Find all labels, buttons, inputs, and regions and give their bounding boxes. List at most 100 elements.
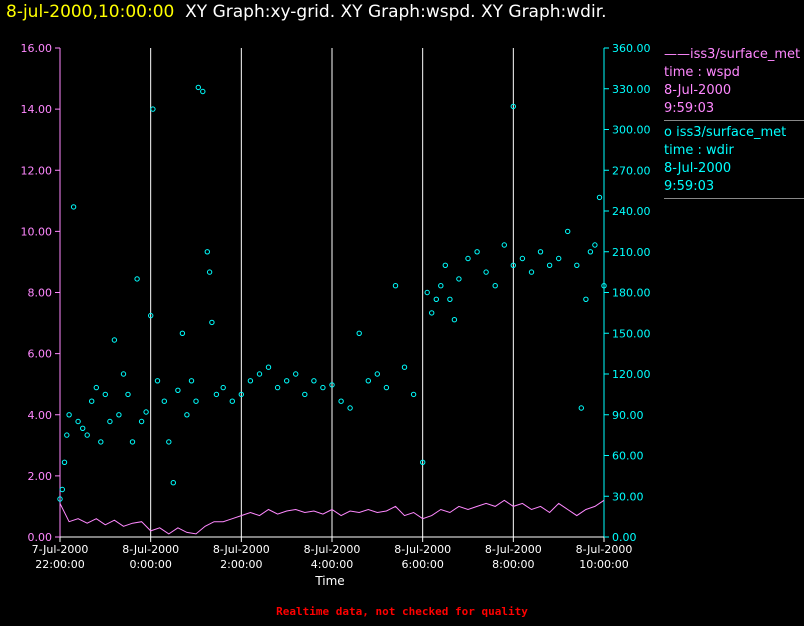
chart-title: 8-jul-2000,10:00:00 XY Graph:xy-grid. XY…: [6, 2, 607, 22]
y-left-tick-label: 6.00: [28, 348, 53, 361]
data-point-wdir: [465, 255, 471, 262]
legend-date: 8-Jul-2000: [664, 83, 732, 98]
data-point-wdir: [166, 439, 172, 445]
data-point-wdir: [565, 228, 571, 235]
x-tick-label-time: 6:00:00: [401, 558, 443, 571]
data-point-wdir: [175, 387, 181, 393]
y-left-tick-label: 8.00: [28, 287, 53, 300]
x-tick-label-date: 8-Jul-2000: [122, 543, 179, 556]
data-point-wdir: [89, 398, 95, 404]
x-axis-label: Time: [314, 574, 344, 588]
data-point-wdir: [129, 439, 136, 445]
data-point-wdir: [134, 276, 140, 282]
data-point-wdir: [374, 371, 380, 377]
data-point-wdir: [583, 296, 589, 302]
data-point-wdir: [338, 398, 344, 404]
data-point-wdir: [438, 283, 444, 289]
data-point-wdir: [410, 391, 417, 398]
data-point-wdir: [64, 432, 70, 438]
data-point-wdir: [587, 249, 594, 255]
data-point-wdir: [556, 255, 562, 262]
data-point-wdir: [284, 378, 290, 384]
data-point-wdir: [474, 249, 480, 255]
data-point-wdir: [293, 371, 299, 377]
y-right-tick-label: 360.00: [612, 42, 651, 55]
data-point-wdir: [150, 106, 156, 112]
data-point-wdir: [57, 496, 63, 502]
data-point-wdir: [143, 409, 149, 415]
data-point-wdir: [501, 242, 507, 248]
data-point-wdir: [247, 378, 254, 384]
data-point-wdir: [356, 330, 362, 336]
x-tick-label-date: 8-Jul-2000: [485, 543, 542, 556]
data-point-wdir: [84, 432, 90, 438]
data-point-wdir: [433, 296, 439, 302]
x-tick-label-date: 8-Jul-2000: [213, 543, 270, 556]
data-point-wdir: [238, 391, 245, 398]
x-tick-label-date: 7-Jul-2000: [32, 543, 89, 556]
legend-series-name: iss3/surface_met: [676, 125, 787, 140]
legend-time: 9:59:03: [664, 101, 715, 116]
y-right-tick-label: 210.00: [612, 246, 651, 259]
data-point-wdir: [574, 262, 580, 268]
data-point-wdir: [93, 384, 100, 391]
data-point-wdir: [519, 255, 526, 262]
x-tick-label-time: 10:00:00: [579, 558, 628, 571]
x-tick-label-date: 8-Jul-2000: [304, 543, 361, 556]
x-tick-label-time: 8:00:00: [492, 558, 534, 571]
x-tick-label-time: 4:00:00: [311, 558, 353, 571]
data-point-wdir: [193, 398, 199, 404]
legend-time: 9:59:03: [664, 179, 715, 194]
data-point-wdir: [75, 418, 81, 425]
y-right-tick-label: 120.00: [612, 368, 651, 381]
data-point-wdir: [184, 412, 190, 418]
data-point-wdir: [483, 269, 489, 275]
legend-marker-symbol: o: [664, 125, 672, 140]
data-point-wdir: [154, 378, 161, 384]
data-point-wdir: [66, 412, 72, 418]
data-point-wdir: [188, 378, 195, 384]
data-point-wdir: [392, 283, 399, 289]
y-left-tick-label: 4.00: [28, 409, 53, 422]
title-graphs: XY Graph:xy-grid. XY Graph:wspd. XY Grap…: [185, 2, 607, 22]
data-point-wdir: [125, 391, 131, 398]
data-point-wdir: [592, 242, 598, 248]
legend-entry-wdir: o iss3/surface_met time : wdir 8-Jul-200…: [664, 124, 804, 199]
data-point-wdir: [546, 262, 553, 268]
y-right-tick-label: 90.00: [612, 409, 644, 422]
data-point-wdir: [213, 391, 220, 398]
title-timestamp: 8-jul-2000,10:00:00: [6, 2, 175, 22]
data-point-wdir: [601, 283, 607, 289]
data-point-wdir: [98, 439, 104, 445]
data-point-wdir: [447, 296, 453, 302]
legend-line-symbol: ——: [664, 47, 690, 62]
y-left-tick-label: 14.00: [21, 103, 53, 116]
series-line-wspd: [59, 499, 605, 535]
x-tick-label-time: 2:00:00: [220, 558, 262, 571]
data-point-wdir: [510, 262, 516, 268]
data-point-wdir: [424, 289, 430, 296]
quality-note: Realtime data, not checked for quality: [276, 605, 528, 618]
y-left-tick-label: 16.00: [21, 42, 53, 55]
x-tick-label-date: 8-Jul-2000: [576, 543, 633, 556]
data-point-wdir: [456, 276, 462, 282]
data-point-wdir: [265, 364, 272, 370]
data-point-wdir: [195, 84, 202, 91]
x-tick-label-time: 22:00:00: [35, 558, 84, 571]
legend-series-name: iss3/surface_met: [690, 47, 801, 62]
data-point-wdir: [528, 269, 535, 275]
data-point-wdir: [80, 425, 86, 431]
data-point-wdir: [451, 317, 458, 323]
y-right-tick-label: 60.00: [612, 450, 644, 463]
y-left-tick-label: 0.00: [28, 531, 53, 544]
data-point-wdir: [102, 391, 109, 398]
data-point-wdir: [179, 330, 186, 336]
data-point-wdir: [138, 418, 145, 425]
y-right-tick-label: 180.00: [612, 287, 651, 300]
data-point-wdir: [510, 103, 516, 110]
data-point-wdir: [492, 283, 498, 289]
data-point-wdir: [302, 391, 308, 398]
data-point-wdir: [200, 88, 206, 95]
data-point-wdir: [365, 378, 371, 384]
